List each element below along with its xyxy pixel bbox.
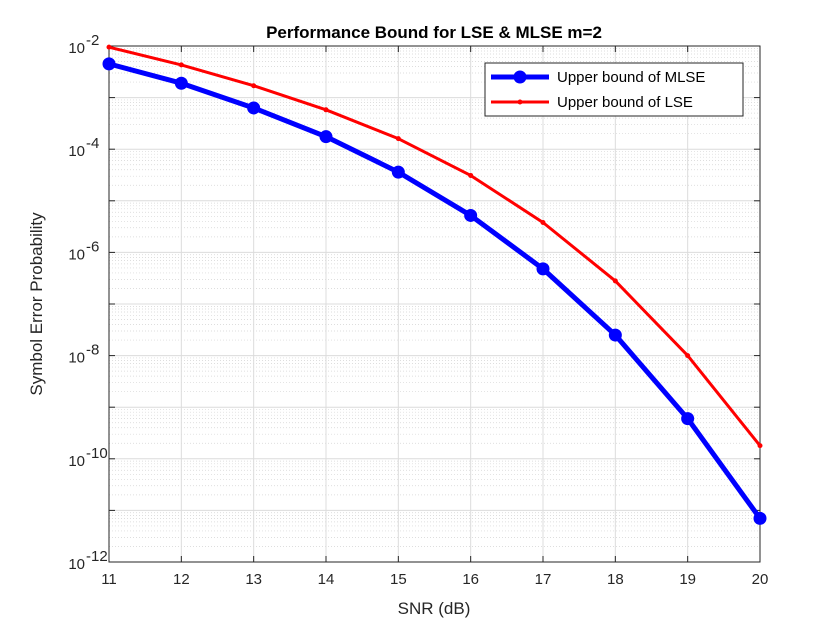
y-tick-label-exponent: -2 xyxy=(86,32,99,49)
y-tick-label-exponent: -8 xyxy=(86,342,99,359)
x-tick-label: 14 xyxy=(318,571,335,588)
y-tick-label: 10 xyxy=(68,246,85,263)
legend-label-mlse: Upper bound of MLSE xyxy=(557,69,705,86)
series-point-0 xyxy=(608,328,622,342)
x-tick-label: 18 xyxy=(607,571,624,588)
y-tick-label: 10 xyxy=(68,453,85,470)
y-tick-label: 10 xyxy=(68,143,85,160)
x-tick-label: 16 xyxy=(462,571,479,588)
x-tick-label: 13 xyxy=(245,571,262,588)
series-point-0 xyxy=(536,262,550,276)
series-point-0 xyxy=(753,511,767,525)
series-point-1 xyxy=(251,83,257,89)
legend-marker-mlse xyxy=(513,70,527,84)
x-tick-label: 17 xyxy=(535,571,552,588)
series-layer xyxy=(102,44,767,525)
y-axis-label: Symbol Error Probability xyxy=(27,212,46,396)
legend-marker-lse xyxy=(517,99,523,105)
legend: Upper bound of MLSE Upper bound of LSE xyxy=(484,62,744,117)
y-tick-label: 10 xyxy=(68,350,85,367)
y-tick-label: 10 xyxy=(68,556,85,573)
series-point-1 xyxy=(468,172,474,178)
y-tick-label-exponent: -12 xyxy=(86,548,108,565)
series-point-0 xyxy=(464,208,478,222)
x-tick-label: 11 xyxy=(101,571,117,588)
minor-grid xyxy=(109,48,760,547)
y-tick-label-exponent: -10 xyxy=(86,445,108,462)
series-point-0 xyxy=(174,76,188,90)
x-tick-label: 20 xyxy=(752,571,769,588)
legend-box xyxy=(484,62,744,117)
x-tick-labels: 11 12 13 14 15 16 17 18 19 20 xyxy=(101,571,768,588)
series-point-1 xyxy=(178,62,184,68)
series-point-1 xyxy=(540,219,546,225)
legend-label-lse: Upper bound of LSE xyxy=(557,94,693,111)
y-tick-label-exponent: -6 xyxy=(86,238,99,255)
series-point-1 xyxy=(106,44,112,50)
x-tick-label: 15 xyxy=(390,571,407,588)
chart-title: Performance Bound for LSE & MLSE m=2 xyxy=(266,23,602,42)
series-point-0 xyxy=(319,130,333,144)
y-tick-label: 10 xyxy=(68,40,85,57)
series-point-0 xyxy=(102,57,116,71)
series-point-1 xyxy=(612,278,618,284)
x-axis-label: SNR (dB) xyxy=(398,599,471,618)
series-point-1 xyxy=(323,107,329,113)
series-point-1 xyxy=(685,353,691,359)
series-point-1 xyxy=(757,443,763,449)
x-tick-label: 12 xyxy=(173,571,190,588)
series-line-1 xyxy=(107,45,762,448)
series-point-0 xyxy=(247,101,261,115)
series-point-0 xyxy=(391,165,405,179)
series-point-0 xyxy=(681,412,695,426)
y-tick-label-exponent: -4 xyxy=(86,135,99,152)
series-point-1 xyxy=(395,136,401,142)
x-tick-label: 19 xyxy=(679,571,696,588)
series-line-0 xyxy=(106,61,763,521)
